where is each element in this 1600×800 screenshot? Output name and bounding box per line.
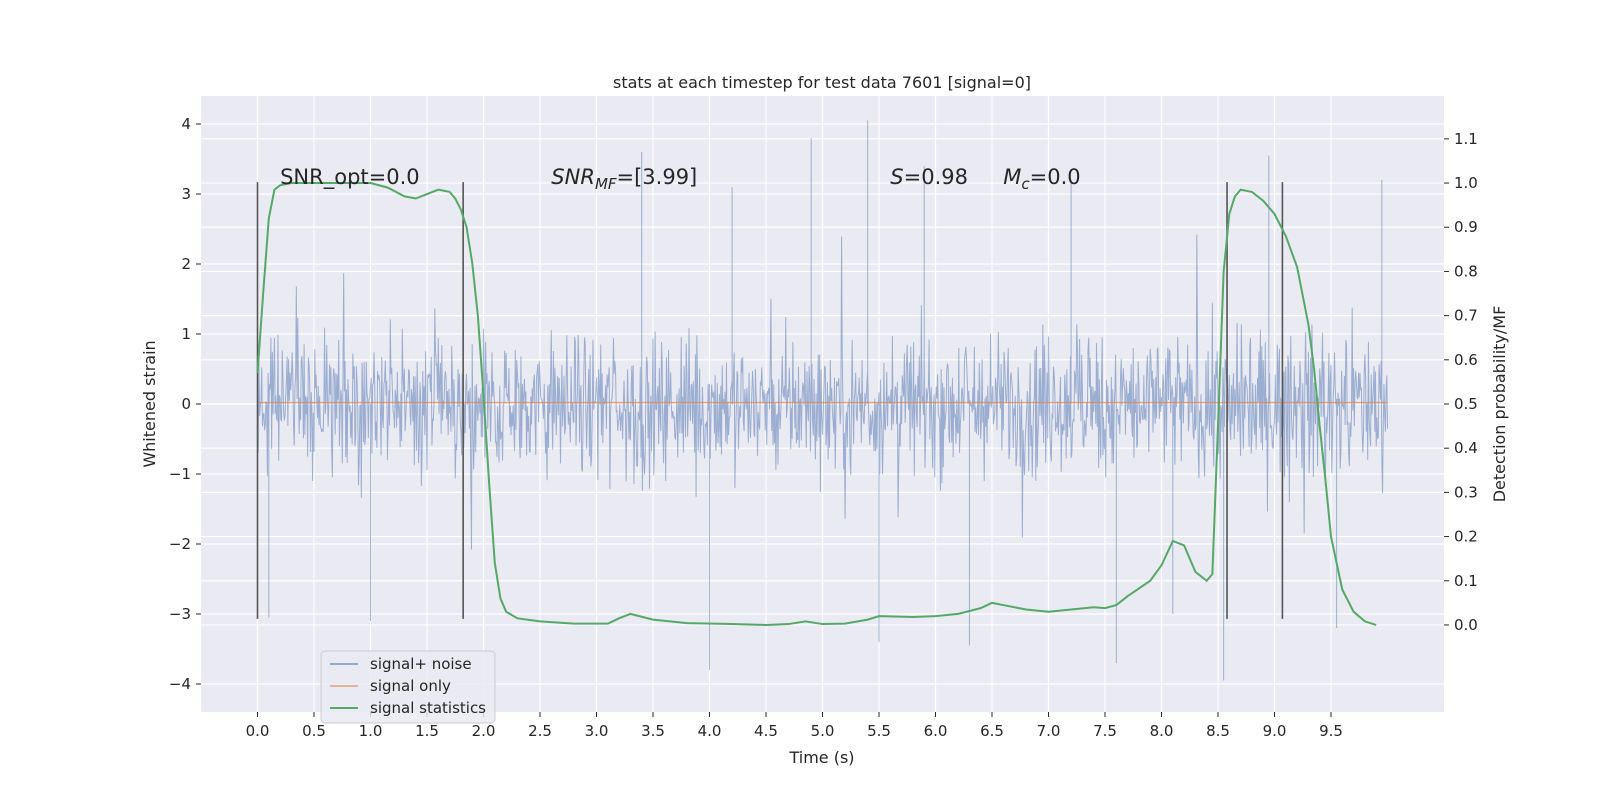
right-y-axis-label: Detection probability/MF (1490, 306, 1509, 503)
x-tick-label: 0.0 (246, 722, 270, 740)
y-right-tick-label: 0.1 (1454, 572, 1478, 590)
y-left-tick-label: −1 (169, 465, 191, 483)
x-tick-label: 8.5 (1206, 722, 1230, 740)
y-left-tick-label: 4 (181, 115, 191, 133)
signal-statistics-series (256, 182, 1377, 626)
legend-label-stats: signal statistics (370, 699, 486, 717)
x-axis-label: Time (s) (788, 748, 854, 767)
signal-statistics-line (256, 182, 1377, 626)
x-tick-label: 6.0 (924, 722, 948, 740)
x-tick-label: 9.5 (1319, 722, 1343, 740)
y-left-tick-label: −2 (169, 535, 191, 553)
x-tick-label: 8.0 (1150, 722, 1174, 740)
x-tick-label: 4.0 (698, 722, 722, 740)
annotation-3: Mc=0.0 (1003, 165, 1080, 193)
y-left-tick-label: −3 (169, 605, 191, 623)
left-y-axis-ticks: 4 3 2 1 0 −1 −2 −3 −4 (169, 115, 201, 693)
right-y-axis-ticks: 1.1 1.0 0.9 0.8 0.7 0.6 0.5 0.4 0.3 0.2 0.1 0.0 (1444, 130, 1478, 634)
legend-label-noise: signal+ noise (370, 655, 472, 673)
chart-title: stats at each timestep for test data 760… (613, 73, 1031, 92)
x-tick-label: 2.0 (472, 722, 496, 740)
legend-label-signal: signal only (370, 677, 451, 695)
x-tick-label: 3.5 (641, 722, 665, 740)
left-y-axis-label: Whitened strain (140, 340, 159, 467)
x-tick-label: 7.5 (1093, 722, 1117, 740)
y-right-tick-label: 0.7 (1454, 307, 1478, 325)
x-tick-label: 3.0 (585, 722, 609, 740)
y-right-tick-label: 0.0 (1454, 616, 1478, 634)
signal-noise-series (257, 120, 1388, 681)
x-tick-label: 4.5 (754, 722, 778, 740)
x-tick-label: 1.5 (415, 722, 439, 740)
y-left-tick-label: 1 (181, 325, 191, 343)
x-tick-label: 9.0 (1263, 722, 1287, 740)
y-right-tick-label: 0.8 (1454, 262, 1478, 280)
y-left-tick-label: 2 (181, 255, 191, 273)
y-right-tick-label: 0.2 (1454, 528, 1478, 546)
x-tick-label: 6.5 (980, 722, 1004, 740)
x-tick-label: 2.5 (528, 722, 552, 740)
y-right-tick-label: 1.0 (1454, 174, 1478, 192)
x-axis-ticks: 0.0 0.5 1.0 1.5 2.0 2.5 3.0 3.5 4.0 4.5 5.0 5.5 6.0 6… (246, 712, 1343, 740)
x-tick-label: 7.0 (1037, 722, 1061, 740)
y-right-tick-label: 0.6 (1454, 351, 1478, 369)
window-markers (256, 182, 1284, 619)
x-tick-label: 1.0 (359, 722, 383, 740)
y-left-tick-label: 0 (181, 395, 191, 413)
x-tick-label: 0.5 (302, 722, 326, 740)
x-tick-label: 5.5 (867, 722, 891, 740)
annotation-0: SNR_opt=0.0 (280, 165, 420, 190)
y-right-tick-label: 0.3 (1454, 483, 1478, 501)
x-tick-label: 5.0 (811, 722, 835, 740)
annotation-1: SNRMF=[3.99] (551, 165, 697, 193)
annotation-2: S=0.98 (890, 165, 968, 189)
y-right-tick-label: 0.4 (1454, 439, 1478, 457)
y-right-tick-label: 1.1 (1454, 130, 1478, 148)
y-left-tick-label: −4 (169, 675, 191, 693)
legend: signal+ noise signal only signal statist… (320, 650, 496, 724)
y-right-tick-label: 0.5 (1454, 395, 1478, 413)
y-right-tick-label: 0.9 (1454, 218, 1478, 236)
y-left-tick-label: 3 (181, 185, 191, 203)
signal-noise-line (257, 120, 1388, 681)
legend-box (320, 650, 496, 724)
annotations: SNR_opt=0.0 SNRMF=[3.99] S=0.98 Mc=0.0 (280, 165, 1081, 193)
